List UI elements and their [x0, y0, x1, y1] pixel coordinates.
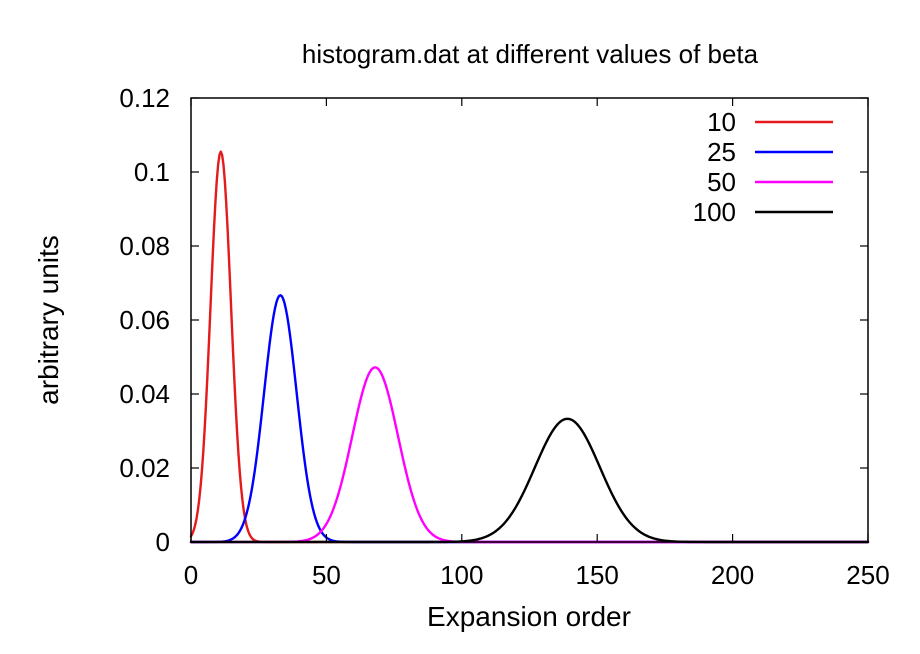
legend-label-50: 50 [707, 167, 736, 197]
plot-frame [190, 97, 869, 543]
y-tick-label: 0.02 [119, 453, 170, 483]
legend-label-100: 100 [693, 197, 736, 227]
y-tick-label: 0.12 [119, 83, 170, 113]
x-tick-label: 0 [184, 560, 198, 590]
series-line-100 [189, 417, 870, 544]
y-axis: 0 0.02 0.04 0.06 0.08 0.1 0.12 [119, 83, 868, 557]
y-tick-label: 0 [156, 527, 170, 557]
y-tick-label: 0.1 [134, 157, 170, 187]
chart-title: histogram.dat at different values of bet… [302, 39, 759, 69]
x-tick-label: 50 [312, 560, 341, 590]
x-tick-label: 100 [440, 560, 483, 590]
y-tick-label: 0.08 [119, 231, 170, 261]
y-axis-label: arbitrary units [33, 235, 64, 405]
x-tick-label: 200 [711, 560, 754, 590]
x-tick-label: 150 [576, 560, 619, 590]
series-line-50 [189, 366, 870, 544]
legend-label-10: 10 [707, 107, 736, 137]
series-layer [189, 150, 870, 544]
y-tick-label: 0.04 [119, 379, 170, 409]
x-axis: 0 50 100 150 200 250 [184, 98, 890, 590]
y-tick-label: 0.06 [119, 305, 170, 335]
series-line-25 [189, 294, 870, 544]
x-tick-label: 250 [846, 560, 889, 590]
x-axis-label: Expansion order [427, 601, 631, 632]
legend-label-25: 25 [707, 137, 736, 167]
